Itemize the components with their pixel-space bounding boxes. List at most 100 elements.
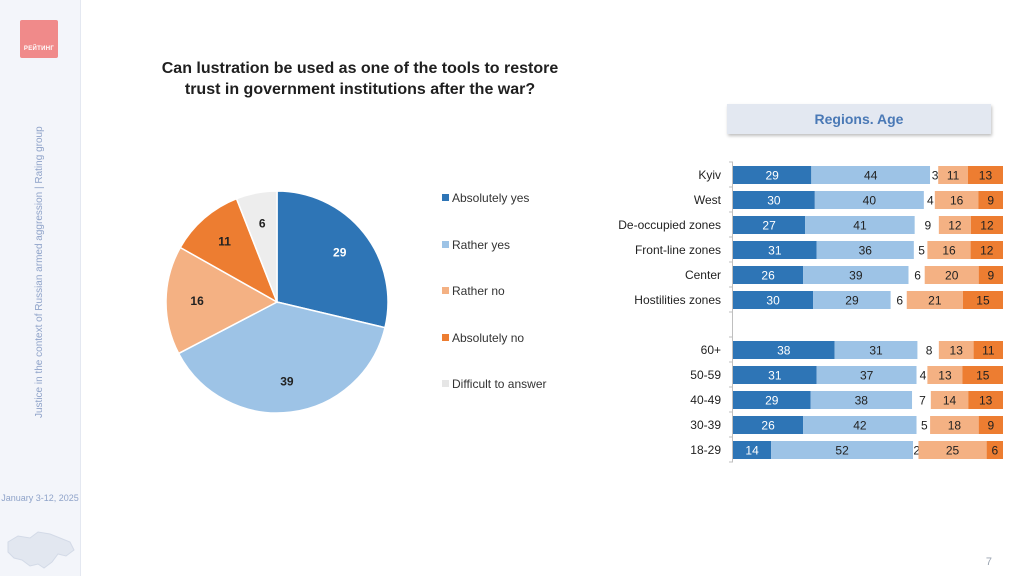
bar-data-label-4-5: 5 [918,244,925,258]
bar-data-label-10-2: 42 [853,419,867,433]
bar-segment-6-5 [890,291,907,309]
bar-segment-9-4 [968,391,1003,409]
logo-text: РЕЙТИНГ [23,46,55,52]
legend-swatch-5 [442,380,449,387]
sidebar: РЕЙТИНГ Justice in the context of Russia… [0,0,81,576]
legend-item-4: Absolutely no [442,330,612,346]
bar-data-label-9-2: 38 [855,394,869,408]
bar-category-label-9: 40-49 [690,393,721,407]
bar-segment-2-2 [814,191,924,209]
bar-data-label-10-1: 26 [761,419,775,433]
bar-segment-10-2 [803,416,917,434]
bar-data-label-3-1: 27 [762,219,776,233]
bar-data-label-3-4: 12 [980,219,994,233]
bar-data-label-6-5: 6 [896,294,903,308]
bar-segment-8-3 [927,366,963,384]
bar-segment-7-1 [733,341,835,359]
bar-data-label-6-1: 30 [766,294,780,308]
bar-segment-5-4 [978,266,1003,284]
bar-segment-4-2 [816,241,914,259]
bar-category-label-6: Hostilities zones [634,293,721,307]
legend-item-2: Rather yes [442,237,612,253]
legend-swatch-1 [442,194,449,201]
bar-segment-1-5 [930,166,939,184]
bar-data-label-7-2: 31 [869,344,883,358]
legend-label-5: Difficult to answer [452,377,547,391]
bar-data-label-10-5: 5 [921,419,928,433]
bar-segment-5-5 [908,266,925,284]
bar-data-label-5-4: 9 [988,269,995,283]
bar-segment-7-3 [938,341,974,359]
pie-data-label-5: 6 [259,216,266,230]
bar-segment-1-3 [938,166,968,184]
bar-data-label-4-1: 31 [768,244,782,258]
bar-segment-6-2 [813,291,891,309]
bar-data-label-5-2: 39 [849,269,863,283]
legend-label-3: Rather no [452,284,505,298]
bar-category-label-3: De-occupied zones [618,218,721,232]
bar-category-label-11: 18-29 [690,443,721,457]
legend-item-1: Absolutely yes [442,190,612,206]
pie-slice-2 [177,301,386,414]
bar-segment-5-1 [733,266,804,284]
bar-data-label-7-5: 8 [926,344,933,358]
ukraine-map-icon [7,531,75,569]
bar-segment-5-3 [924,266,979,284]
bar-segment-2-4 [978,191,1003,209]
bar-segment-11-1 [733,441,772,459]
bar-category-label-10: 30-39 [690,418,721,432]
regions-age-header: Regions. Age [727,104,991,134]
bar-data-label-2-1: 30 [767,194,781,208]
bar-segment-7-4 [973,341,1003,359]
bar-data-label-2-4: 9 [987,194,994,208]
bar-data-label-5-3: 20 [945,269,959,283]
bar-segment-11-2 [771,441,913,459]
bar-data-label-7-4: 11 [982,344,995,358]
bar-data-label-7-1: 38 [777,344,791,358]
legend-label-4: Absolutely no [452,330,525,345]
bar-category-label-7: 60+ [701,343,721,357]
bar-data-label-7-3: 13 [950,344,964,358]
survey-date: January 3-12, 2025 [1,493,79,503]
legend-swatch-2 [442,240,449,248]
bar-segment-3-3 [938,216,971,234]
bar-data-label-9-3: 14 [943,394,957,408]
pie-slice-3 [165,246,279,355]
pie-slice-5 [235,190,278,303]
legend-swatch-3 [442,287,449,294]
bar-data-label-1-1: 29 [765,169,779,183]
pie-slice-1 [276,190,389,329]
pie-data-label-2: 39 [280,374,294,388]
bar-data-label-11-5: 2 [913,444,920,458]
bar-segment-9-5 [912,391,931,409]
bar-segment-10-3 [930,416,979,434]
pie-slice-4 [179,197,279,304]
bar-segment-3-5 [914,216,939,234]
legend-item-5: Difficult to answer [442,376,612,392]
bar-segment-9-3 [930,391,969,409]
bar-data-label-1-3: 11 [947,169,960,183]
bar-segment-7-5 [917,341,939,359]
bar-data-label-5-1: 26 [761,269,775,283]
bar-data-label-6-4: 15 [976,294,990,308]
bar-data-label-8-4: 15 [976,369,990,383]
legend-swatch-4 [442,333,449,341]
bar-data-label-9-4: 13 [979,394,993,408]
bar-segment-11-4 [986,441,1003,459]
bar-segment-6-4 [962,291,1003,309]
bar-data-label-11-1: 14 [745,444,759,458]
bar-data-label-11-2: 52 [835,444,849,458]
bar-data-label-1-4: 13 [979,169,993,183]
bar-segment-10-1 [733,416,804,434]
bar-data-label-6-2: 29 [845,294,859,308]
bar-data-label-10-3: 18 [948,419,962,433]
pie-data-label-1: 29 [333,245,347,259]
pie-data-label-4: 11 [218,235,231,249]
bar-segment-8-5 [916,366,928,384]
bar-data-label-1-2: 44 [864,169,878,183]
bar-segment-3-1 [733,216,806,234]
bar-data-label-4-3: 16 [942,244,956,258]
bar-segment-8-2 [816,366,917,384]
legend-label-2: Rather yes [452,237,511,252]
